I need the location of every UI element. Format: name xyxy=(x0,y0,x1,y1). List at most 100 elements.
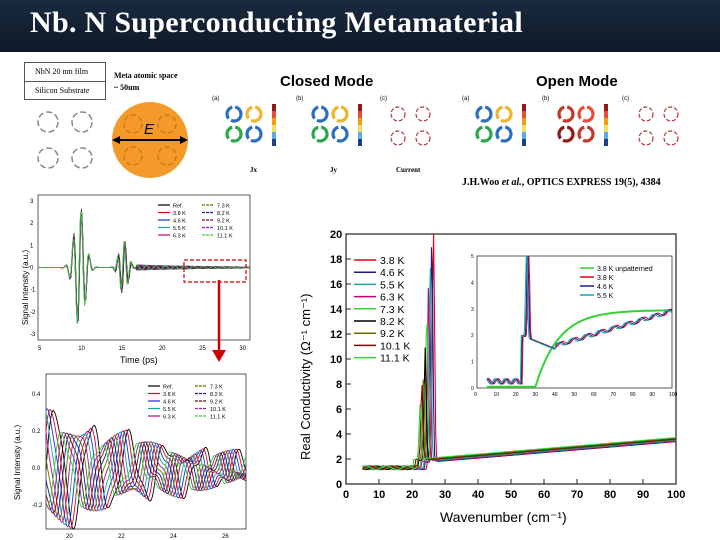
citation: J.H.Woo et al., OPTICS EXPRESS 19(5), 43… xyxy=(462,177,661,188)
panel-tag: (a) xyxy=(212,96,219,102)
meta-line1: Meta atomic space xyxy=(114,71,178,80)
srr-ring xyxy=(71,147,93,169)
panel-tag: (b) xyxy=(296,96,303,102)
legend-entry: 7.3 K xyxy=(380,304,405,316)
inset-trace xyxy=(486,309,673,388)
signal-trace xyxy=(45,410,247,530)
current-arrow-ring xyxy=(390,106,406,122)
layer-stack: NbN 20 nm film Silicon Substrate xyxy=(24,62,106,100)
inset-x-tick: 20 xyxy=(513,392,519,398)
legend-entry: 11.1 K xyxy=(210,415,226,421)
legend-entry: 10.1 K xyxy=(380,340,410,352)
zoom-plot-ylabel: Signal Intensity (a.u.) xyxy=(13,425,22,500)
inset-x-tick: 100 xyxy=(669,392,678,398)
colorbar-segment xyxy=(604,118,608,125)
y-tick-label: 0 xyxy=(30,266,34,272)
legend-entry: 11.1 K xyxy=(380,353,410,365)
inset-trace xyxy=(486,255,673,385)
inset-x-tick: 70 xyxy=(611,392,617,398)
colorbar-segment xyxy=(272,132,276,139)
time-plot-xlabel: Time (ps) xyxy=(120,355,158,365)
inset-y-tick: 3 xyxy=(471,307,474,313)
colorbar-segment xyxy=(358,139,362,146)
open-mode-title: Open Mode xyxy=(536,73,618,90)
signal-trace xyxy=(45,431,247,508)
colorbar-segment xyxy=(604,125,608,132)
y-tick-label: -1 xyxy=(30,288,36,294)
y-tick-label: 16 xyxy=(330,279,342,291)
current-arrow-ring xyxy=(663,130,679,146)
x-tick-label: 25 xyxy=(199,346,206,352)
signal-trace xyxy=(45,408,247,528)
legend-entry: Ref. xyxy=(163,385,174,391)
legend-entry: 8.2 K xyxy=(380,316,405,328)
legend-entry: 4.6 K xyxy=(597,284,614,291)
x-tick-label: 40 xyxy=(472,489,484,501)
inset-x-tick: 30 xyxy=(533,392,539,398)
x-tick-label: 30 xyxy=(439,489,451,501)
current-ring xyxy=(475,125,493,143)
conductivity-ylabel: Real Conductivity (Ω⁻¹ cm⁻¹) xyxy=(298,294,313,460)
legend-entry: 4.6 K xyxy=(380,267,405,279)
y-tick-label: 0 xyxy=(336,479,342,491)
inset-frame xyxy=(476,255,673,389)
y-tick-label: 1 xyxy=(30,243,34,249)
citation-author: J.H.Woo xyxy=(462,177,500,188)
legend-entry: 9.2 K xyxy=(217,219,230,225)
x-tick-label: 0 xyxy=(343,489,349,501)
current-ring xyxy=(495,105,513,123)
panel-tag: (b) xyxy=(542,96,549,102)
substrate-label: Silicon Substrate xyxy=(35,86,90,95)
current-ring xyxy=(311,105,329,123)
legend-entry: Ref. xyxy=(173,204,184,210)
current-ring xyxy=(557,105,575,123)
legend-entry: 3.8 K xyxy=(380,255,405,267)
colorbar-segment xyxy=(522,132,526,139)
y-tick-label: 10 xyxy=(330,354,342,366)
signal-trace xyxy=(38,211,251,324)
colorbar-segment xyxy=(522,111,526,118)
y-tick-label: -3 xyxy=(30,332,36,338)
signal-trace xyxy=(45,432,247,523)
inset-y-tick: 1 xyxy=(471,360,474,366)
legend-entry: 9.2 K xyxy=(210,400,223,406)
y-tick-label: 3 xyxy=(30,199,34,205)
legend-entry: 5.5 K xyxy=(163,407,176,413)
y-tick-label: 20 xyxy=(330,229,342,241)
y-tick-label: 2 xyxy=(30,221,34,227)
zoom-plot: 20 22 24 26 0.4 0.2 0.0 -0.2 Signal Intensity (… xyxy=(13,373,247,540)
inset-x-tick: 10 xyxy=(494,392,500,398)
current-ring xyxy=(495,125,513,143)
srr-ring xyxy=(37,111,59,133)
legend-entry: 7.3 K xyxy=(210,385,223,391)
y-tick-label: 14 xyxy=(330,304,343,316)
current-ring xyxy=(577,105,595,123)
e-field-label: E xyxy=(144,121,155,138)
inset-x-tick: 60 xyxy=(591,392,597,398)
metamaterial-schematic: E xyxy=(37,102,188,178)
y-tick-label: 0.0 xyxy=(32,466,41,472)
colorbar-segment xyxy=(272,111,276,118)
current-ring xyxy=(225,125,243,143)
legend-entry: 7.3 K xyxy=(217,204,230,210)
current-ring xyxy=(475,105,493,123)
colorbar-segment xyxy=(604,111,608,118)
colorbar-segment xyxy=(358,111,362,118)
panel-tag: (c) xyxy=(622,96,629,102)
inset-y-tick: 5 xyxy=(471,254,474,260)
jy-label: Jy xyxy=(330,166,337,174)
colorbar-segment xyxy=(272,104,276,111)
x-tick-label: 10 xyxy=(373,489,385,501)
legend-entry: 3.8 K xyxy=(163,392,176,398)
colorbar-segment xyxy=(522,104,526,111)
x-tick-label: 24 xyxy=(170,534,177,540)
conductivity-xlabel: Wavenumber (cm⁻¹) xyxy=(440,509,567,525)
legend-entry: 11.1 K xyxy=(217,234,233,240)
meta-atomic-label: Meta atomic space ~ 50um xyxy=(114,70,178,94)
colorbar-segment xyxy=(272,139,276,146)
y-tick-label: 12 xyxy=(330,329,342,341)
legend-entry: 3.8 K xyxy=(173,211,186,217)
citation-rest: , OPTICS EXPRESS 19(5), 4384 xyxy=(521,177,661,188)
colorbar-segment xyxy=(272,118,276,125)
zoom-arrow xyxy=(212,280,226,362)
